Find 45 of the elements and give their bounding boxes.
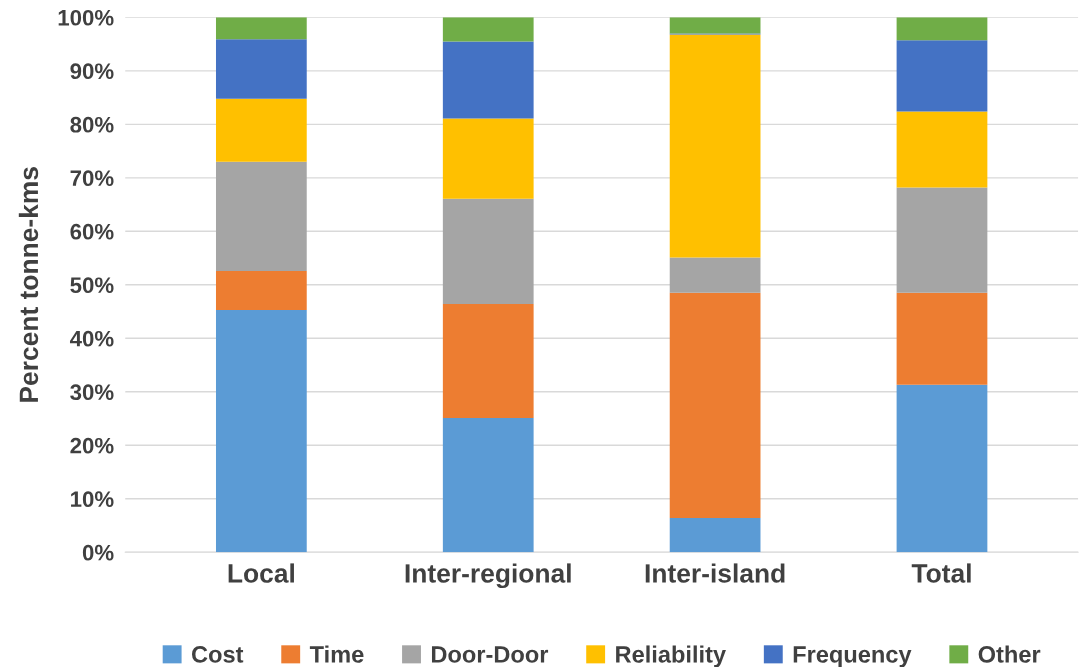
legend-label: Other [978, 645, 1041, 663]
bar [442, 118, 534, 199]
bar [896, 292, 988, 385]
bar [669, 17, 761, 34]
legend-label: Reliability [616, 645, 726, 667]
y-tick-label: 70% [70, 170, 114, 187]
bar [442, 418, 534, 553]
y-tick-label: 10% [71, 491, 114, 508]
bar [669, 292, 761, 519]
y-tick-label: 100% [58, 9, 114, 26]
y-tick-label: 90% [70, 63, 114, 80]
y-tick-label: 60% [70, 223, 114, 240]
legend-label: Frequency [793, 646, 912, 667]
legend-label: Door-Door [431, 646, 549, 663]
x-tick-label: Total [911, 563, 971, 583]
bar [669, 34, 761, 258]
bar [896, 187, 988, 293]
bar [896, 384, 988, 553]
bar [669, 257, 761, 293]
legend-label: Cost [192, 646, 244, 663]
y-tick-label: 0% [82, 544, 114, 561]
y-tick-label: 30% [70, 384, 114, 401]
bar [215, 270, 307, 310]
y-tick-label: 50% [70, 277, 114, 294]
bar [215, 98, 307, 162]
bar [215, 17, 307, 40]
bar [896, 111, 988, 188]
bar [215, 161, 307, 271]
y-axis-title: Percent tonne-kms [18, 167, 39, 402]
y-tick-label: 40% [69, 330, 114, 347]
x-tick-label: Inter-regional [405, 563, 571, 589]
bar [442, 41, 534, 119]
bar [215, 39, 307, 99]
bar [669, 518, 761, 553]
bar [442, 198, 534, 305]
bar [215, 309, 307, 553]
bar [896, 40, 988, 112]
bar [442, 17, 534, 42]
bar [896, 17, 988, 41]
y-tick-label: 20% [70, 437, 114, 454]
legend-label: Time [309, 645, 364, 663]
y-tick-label: 80% [70, 116, 114, 133]
bar [442, 304, 534, 419]
x-tick-label: Inter-island [645, 563, 785, 583]
x-tick-label: Local [228, 563, 294, 583]
